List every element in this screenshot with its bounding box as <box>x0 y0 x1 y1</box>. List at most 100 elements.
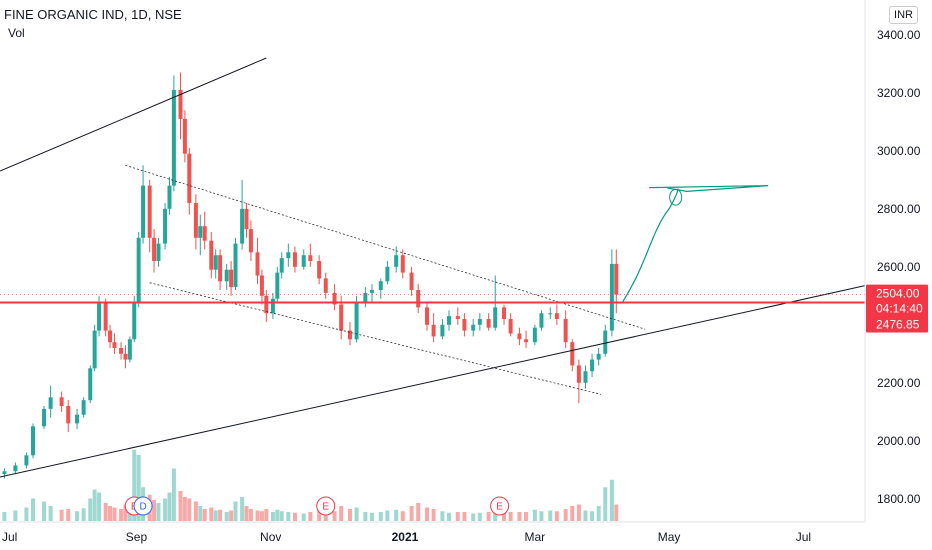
candle-body <box>385 266 390 282</box>
time-tick-label: Jul <box>796 530 811 544</box>
volume-bar <box>156 503 161 521</box>
candle-body <box>462 319 467 331</box>
volume-bar <box>13 510 18 521</box>
candle-body <box>369 290 374 293</box>
badge-circle <box>490 496 510 516</box>
candle-body <box>570 342 575 366</box>
price-tick-label: 1800.00 <box>877 492 921 506</box>
drawings <box>622 185 769 302</box>
volume-bar <box>31 498 36 521</box>
candle-body <box>171 89 176 186</box>
volume-bar <box>224 512 229 521</box>
volume-bar <box>279 511 284 521</box>
volume-bar <box>332 511 337 521</box>
volume-bar <box>363 512 368 521</box>
volume-bar <box>292 512 297 521</box>
channel-line[interactable] <box>125 164 646 330</box>
candle-body <box>163 208 168 244</box>
volume-bar <box>424 507 429 521</box>
candle-body <box>48 397 53 409</box>
dividend-badge[interactable]: D <box>133 496 153 516</box>
time-tick-label: Mar <box>525 530 546 544</box>
candle-body <box>524 339 529 343</box>
earnings-badge[interactable]: E <box>490 496 510 516</box>
volume-bar <box>136 455 141 521</box>
volume-bar <box>609 479 614 521</box>
volume-bar <box>440 511 445 521</box>
volume-bar <box>447 512 452 521</box>
volume-bar <box>502 511 507 521</box>
candle-body <box>409 272 414 290</box>
candle-body <box>88 368 93 401</box>
candle-body <box>119 348 124 354</box>
volume-bar <box>66 509 71 521</box>
candle-body <box>363 292 368 302</box>
badge-label: E <box>322 502 329 513</box>
candle-body <box>424 307 429 325</box>
volume-bar <box>614 504 619 521</box>
volume-bar <box>493 509 498 521</box>
candle-body <box>31 426 36 456</box>
candle-body <box>400 255 405 273</box>
channel-line[interactable] <box>149 282 601 395</box>
volume-bar <box>209 507 214 521</box>
candle-body <box>286 252 291 259</box>
candle-body <box>447 316 452 325</box>
volume-bar <box>42 501 47 521</box>
earnings-badge[interactable]: E <box>316 496 336 516</box>
target-drawing[interactable] <box>649 185 769 193</box>
price-tick-label: 3400.00 <box>877 28 921 42</box>
candle-body <box>275 272 280 299</box>
candle-body <box>323 278 328 293</box>
volume-bar <box>240 497 245 521</box>
trend-lines <box>0 57 866 478</box>
trend-line[interactable] <box>0 285 866 478</box>
volume-bar <box>213 510 218 521</box>
trend-line[interactable] <box>0 57 267 172</box>
candle-body <box>431 324 436 337</box>
volume-bar <box>532 509 537 521</box>
volume-label: Vol <box>8 26 25 40</box>
currency-button[interactable]: INR <box>889 6 918 24</box>
candle-body <box>440 324 445 337</box>
volume-bar <box>152 500 157 521</box>
candle-body <box>187 153 192 203</box>
candle-body <box>332 292 337 305</box>
volume-bar <box>471 513 476 521</box>
volume-bar <box>409 506 414 521</box>
candle-body <box>2 471 7 475</box>
candle-body <box>539 313 544 328</box>
candle-body <box>59 397 64 406</box>
volume-bar <box>198 506 203 521</box>
volume-bar <box>590 511 595 521</box>
volume-bar <box>286 512 291 521</box>
volume-bar <box>48 506 53 521</box>
candle-body <box>493 307 498 328</box>
candle-body <box>42 408 47 427</box>
badge-label: E <box>496 502 503 513</box>
projection-drawing[interactable] <box>622 188 679 302</box>
candle-body <box>167 185 172 209</box>
time-tick-label: Sep <box>126 530 148 544</box>
volume-bar <box>97 492 102 521</box>
candle-body <box>394 255 399 267</box>
candle-body <box>141 185 146 238</box>
time-tick-label: 2021 <box>392 530 419 544</box>
candle-body <box>198 226 203 238</box>
candle-body <box>156 243 161 261</box>
candle-body <box>244 208 249 230</box>
volume-bar <box>202 509 207 521</box>
candle-body <box>354 301 359 340</box>
volume-bar <box>187 498 192 521</box>
candle-body <box>590 359 595 372</box>
candle-body <box>75 414 80 424</box>
volume-bar <box>563 509 568 521</box>
candle-body <box>308 255 313 261</box>
volume-bar <box>339 506 344 521</box>
volume-bar <box>548 510 553 521</box>
volume-bars <box>2 449 619 521</box>
badge-label: D <box>139 502 146 513</box>
time-tick-label: May <box>658 530 681 544</box>
volume-bar <box>244 506 249 521</box>
